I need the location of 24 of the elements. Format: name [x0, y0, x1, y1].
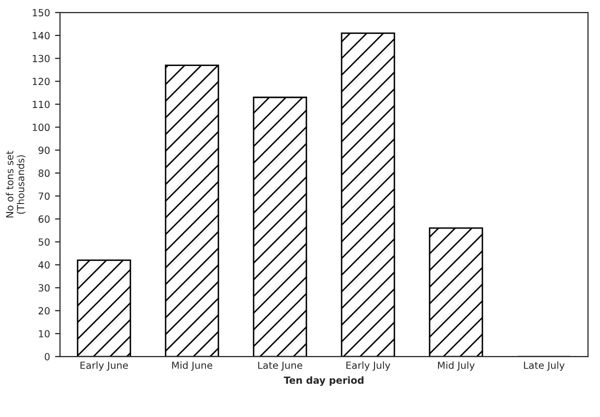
y-tick-label: 140 — [32, 32, 50, 40]
y-tick-label: 110 — [32, 100, 50, 108]
x-tick-label: Early July — [346, 361, 390, 371]
y-tick-label: 70 — [38, 192, 50, 200]
y-tick-label: 30 — [38, 284, 50, 292]
y-tick-label: 20 — [38, 307, 50, 314]
x-tick-label: Early June — [80, 361, 128, 371]
y-tick-label: 90 — [38, 146, 50, 154]
y-tick-label: 60 — [38, 215, 50, 223]
y-tick-label: 40 — [38, 261, 50, 269]
y-tick-label: 120 — [32, 78, 50, 86]
y-tick-label: 10 — [38, 330, 50, 338]
x-tick-label: Late June — [258, 362, 302, 371]
y-axis-title: No of tons set (Thousands) — [6, 150, 26, 218]
y-tick-label: 80 — [38, 170, 50, 177]
x-tick-label: Mid June — [172, 361, 212, 371]
y-tick-label: 130 — [32, 54, 50, 62]
x-tick-label: Late July — [524, 361, 565, 371]
y-tick-label: 100 — [32, 124, 50, 132]
y-tick-label: 150 — [32, 8, 50, 16]
x-tick-label: Mid July — [438, 361, 475, 371]
y-tick-label: 50 — [38, 238, 50, 246]
x-axis-title: Ten day period — [284, 376, 364, 386]
y-tick-label: 0 — [44, 353, 50, 360]
